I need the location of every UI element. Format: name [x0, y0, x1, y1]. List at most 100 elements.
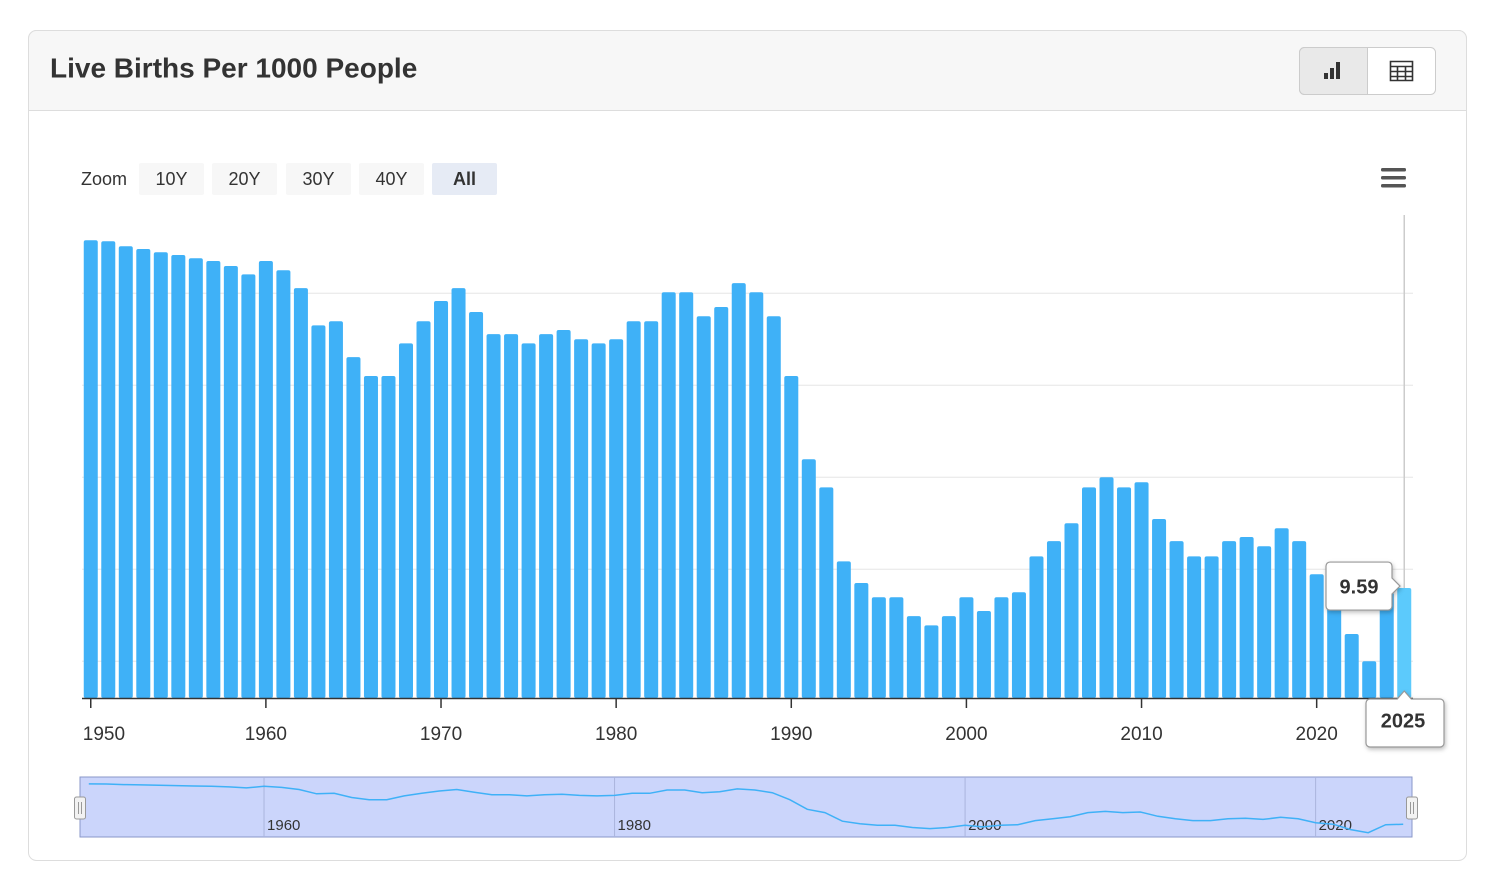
bar: [328, 321, 343, 698]
bar: [153, 252, 168, 698]
bar: [696, 316, 711, 698]
bar: [521, 343, 536, 698]
tooltip-box: [1365, 690, 1445, 748]
bar: [1134, 482, 1149, 698]
x-tick-label: 1990: [770, 724, 812, 745]
navigator-handle[interactable]: [1406, 796, 1418, 820]
navigator-handle[interactable]: [74, 796, 86, 820]
bar: [1064, 523, 1079, 698]
bar: [1117, 487, 1132, 698]
bar: [1222, 541, 1237, 698]
icon: [1381, 168, 1406, 172]
bar: [784, 376, 799, 698]
zoom-button-label: All: [453, 169, 476, 189]
zoom-button[interactable]: [432, 163, 497, 195]
bar: [416, 321, 431, 698]
tooltip-box: [1325, 561, 1401, 611]
tooltip-date: 2025: [1381, 710, 1426, 732]
card-header: [28, 30, 1467, 111]
bar: [644, 321, 659, 698]
zoom-label: Zoom: [81, 169, 127, 189]
zoom-button[interactable]: [212, 163, 277, 195]
bar: [766, 316, 781, 698]
bar: [101, 241, 116, 698]
menu-button[interactable]: [1381, 168, 1406, 188]
bar: [609, 339, 624, 698]
tooltip-value: 9.59: [1340, 576, 1379, 598]
bar: [1327, 587, 1342, 698]
zoom-button-label: 20Y: [228, 169, 260, 189]
bar: [889, 597, 904, 698]
icon: [1381, 176, 1406, 180]
bar: [1152, 519, 1167, 698]
bar: [434, 301, 449, 698]
x-tick-label: 1980: [595, 724, 637, 745]
bar: [486, 334, 501, 698]
bar: [1082, 487, 1097, 698]
view-toggle: [1299, 47, 1436, 95]
bar: [1362, 661, 1377, 698]
bar: [714, 307, 729, 698]
bar: [223, 266, 238, 698]
bar: [504, 334, 519, 698]
bar: [1099, 477, 1114, 698]
bar: [539, 334, 554, 698]
bar: [1187, 556, 1202, 698]
bar: [626, 321, 641, 698]
bar: [1397, 588, 1412, 698]
bar: [1257, 546, 1272, 698]
navigator-window: [79, 776, 1413, 838]
bar: [1046, 541, 1061, 698]
x-tick-label: 1970: [420, 724, 462, 745]
bar: [731, 283, 746, 698]
bar: [854, 583, 869, 698]
bar: [836, 561, 851, 698]
x-tick-label: 2000: [945, 724, 987, 745]
bar: [258, 261, 273, 698]
bar: [941, 616, 956, 698]
bar: [398, 343, 413, 698]
bar: [1344, 634, 1359, 698]
bar: [206, 261, 221, 698]
bar: [1029, 556, 1044, 698]
bar: [661, 292, 676, 698]
bar: [994, 597, 1009, 698]
bar: [346, 357, 361, 698]
x-tick-label: 1950: [83, 724, 125, 745]
navigator-handle-grip: [1410, 802, 1414, 814]
bar: [363, 376, 378, 698]
bar: [1204, 556, 1219, 698]
bar: [976, 611, 991, 698]
zoom-button-label: 10Y: [155, 169, 187, 189]
bar: [906, 616, 921, 698]
bar: [171, 255, 186, 698]
navigator-tick-label: 2000: [968, 817, 1001, 834]
zoom-button-label: 40Y: [375, 169, 407, 189]
bar: [136, 249, 151, 699]
bar: [1274, 528, 1289, 698]
bar: [924, 625, 939, 698]
zoom-button[interactable]: [139, 163, 204, 195]
icon: [1324, 73, 1328, 79]
zoom-button[interactable]: [286, 163, 351, 195]
bar: [556, 330, 571, 698]
x-tick-label: 2020: [1296, 724, 1338, 745]
x-tick-label: 1960: [245, 724, 287, 745]
bar: [749, 292, 764, 698]
zoom-button[interactable]: [359, 163, 424, 195]
icon: [1336, 62, 1340, 79]
navigator-tick-label: 1960: [267, 817, 300, 834]
bar: [679, 292, 694, 698]
icon: [1389, 60, 1414, 82]
bar: [451, 288, 466, 698]
bar: [381, 376, 396, 698]
bar: [118, 246, 133, 698]
bar: [469, 312, 484, 698]
bar: [241, 274, 256, 698]
zoom-button-label: 30Y: [302, 169, 334, 189]
bar: [871, 597, 886, 698]
bar: [83, 240, 98, 699]
bar: [1292, 541, 1307, 698]
